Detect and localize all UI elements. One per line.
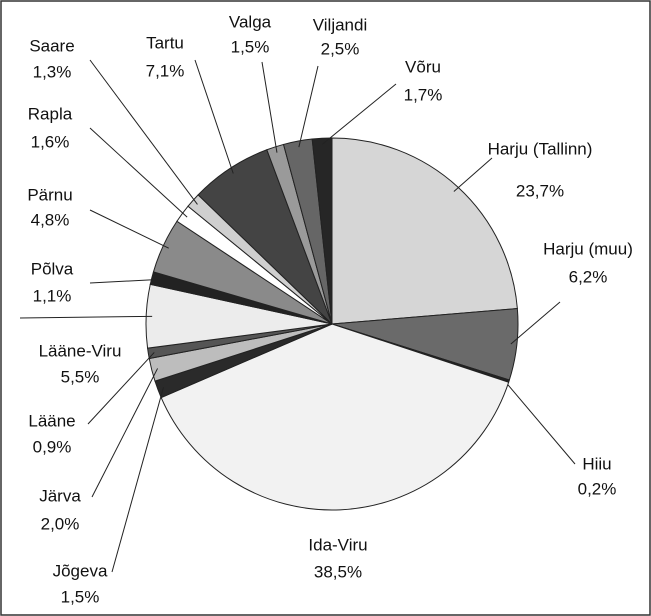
- leader-line: [89, 59, 198, 205]
- leader-line: [89, 279, 158, 284]
- leader-line: [89, 209, 169, 249]
- slice-label: Harju (muu): [543, 239, 633, 258]
- leader-line: [111, 387, 164, 573]
- slice-label: Valga: [229, 12, 272, 31]
- slice-value-label: 1,1%: [33, 286, 72, 305]
- slice-value-label: 0,2%: [578, 479, 617, 498]
- slice-value-label: 23,7%: [516, 181, 564, 200]
- leader-line: [453, 157, 493, 192]
- slice-label: Hiiu: [582, 454, 611, 473]
- slice-value-label: 1,5%: [231, 37, 270, 56]
- leader-line: [19, 315, 153, 319]
- slice-label: Harju (Tallinn): [488, 139, 593, 158]
- slice-value-label: 1,3%: [33, 62, 72, 81]
- slice-value-label: 1,7%: [404, 85, 443, 104]
- leader-line: [89, 127, 188, 218]
- slice-value-label: 1,6%: [31, 132, 70, 151]
- pie-slice: [160, 323, 510, 511]
- leader-line: [510, 301, 561, 345]
- leader-line: [194, 59, 234, 174]
- slice-value-label: 5,5%: [61, 367, 100, 386]
- slice-label: Jõgeva: [53, 561, 108, 580]
- slice-value-label: 4,8%: [31, 210, 70, 229]
- pie-slice: [311, 137, 333, 325]
- slice-value-label: 2,0%: [41, 514, 80, 533]
- slice-value-label: 38,5%: [314, 562, 362, 581]
- slice-value-label: 7,1%: [146, 61, 185, 80]
- leader-line: [322, 83, 397, 145]
- slice-label: Võru: [405, 57, 441, 76]
- leader-line: [261, 61, 278, 153]
- leader-line: [298, 65, 319, 148]
- slice-value-label: 6,2%: [569, 267, 608, 286]
- slice-label: Lääne: [28, 411, 75, 430]
- slice-label: Viljandi: [313, 15, 368, 34]
- pie-slice: [331, 137, 518, 325]
- slice-label: Tartu: [146, 33, 184, 52]
- slice-label: Ida-Viru: [308, 535, 367, 554]
- slice-label: Pärnu: [27, 185, 72, 204]
- slice-value-label: 1,5%: [61, 587, 100, 606]
- slice-label: Lääne-Viru: [39, 341, 122, 360]
- leader-line: [87, 352, 155, 425]
- slice-value-label: 2,5%: [321, 39, 360, 58]
- leader-line: [502, 378, 576, 465]
- slice-value-label: 0,9%: [33, 437, 72, 456]
- slice-label: Järva: [39, 486, 81, 505]
- leader-line: [91, 368, 159, 498]
- slice-label: Rapla: [28, 104, 73, 123]
- slice-label: Saare: [29, 36, 74, 55]
- slice-label: Põlva: [31, 259, 74, 278]
